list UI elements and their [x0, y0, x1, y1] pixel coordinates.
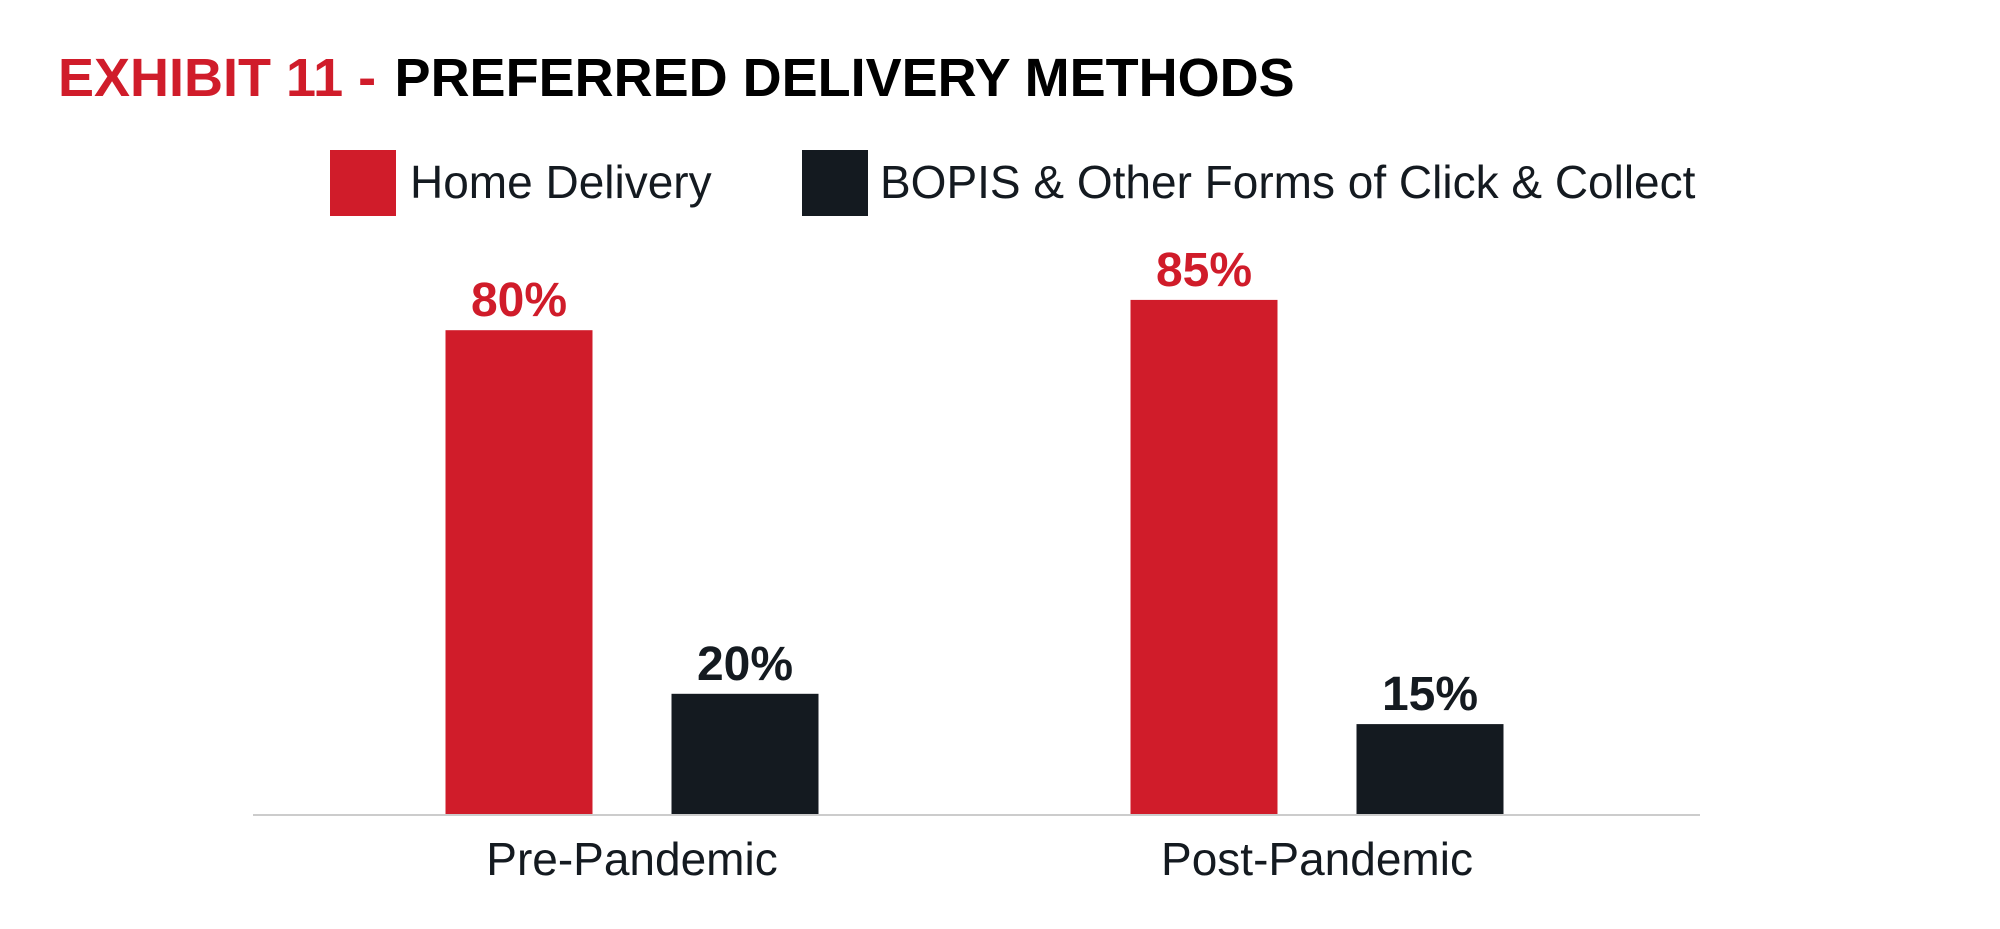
legend: Home Delivery BOPIS & Other Forms of Cli… [330, 150, 1696, 216]
chart-title: EXHIBIT 11 - PREFERRED DELIVERY METHODS [58, 48, 1295, 108]
legend-label-bopis: BOPIS & Other Forms of Click & Collect [880, 156, 1696, 208]
chart-title-prefix: EXHIBIT 11 - [58, 48, 376, 108]
legend-swatch-home-delivery [330, 150, 396, 216]
chart-title-main: PREFERRED DELIVERY METHODS [395, 48, 1295, 108]
data-label-bopis-post-pandemic: 15% [1382, 668, 1478, 721]
data-label-home-delivery-post-pandemic: 85% [1156, 244, 1252, 297]
bar-bopis-pre-pandemic [671, 693, 819, 815]
bar-home-delivery-pre-pandemic [445, 330, 593, 815]
bar-home-delivery-post-pandemic [1130, 299, 1278, 815]
plot-area: 80% 20% 85% 15% [445, 244, 1504, 815]
legend-swatch-bopis [802, 150, 868, 216]
category-label-post-pandemic: Post-Pandemic [1161, 833, 1473, 885]
bar-bopis-post-pandemic [1356, 724, 1504, 815]
legend-label-home-delivery: Home Delivery [410, 156, 712, 208]
category-label-pre-pandemic: Pre-Pandemic [486, 833, 777, 885]
data-label-home-delivery-pre-pandemic: 80% [471, 274, 567, 327]
data-label-bopis-pre-pandemic: 20% [697, 638, 793, 691]
